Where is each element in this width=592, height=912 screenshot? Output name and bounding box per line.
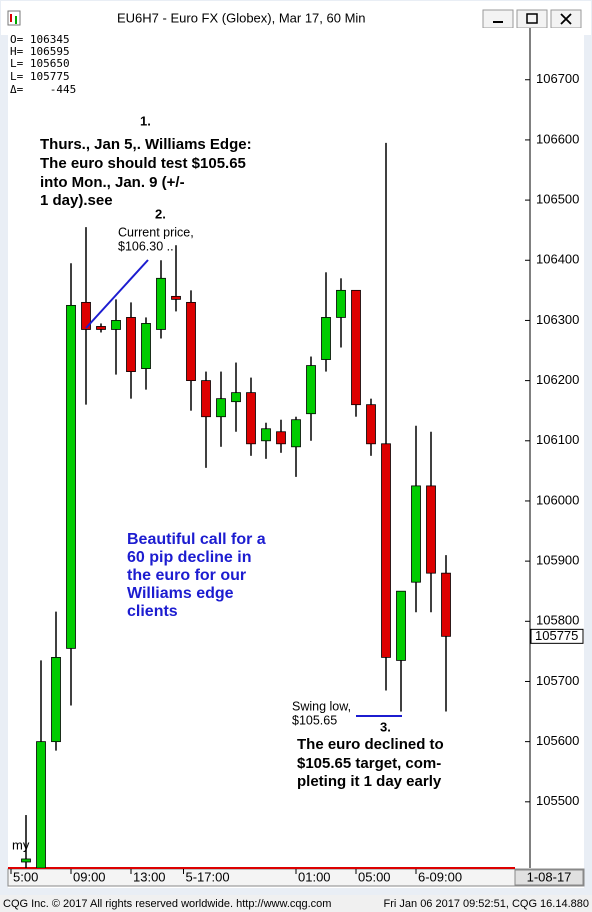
annotation: into Mon., Jan. 9 (+/-	[40, 174, 185, 191]
window-title: EU6H7 - Euro FX (Globex), Mar 17, 60 Min	[117, 10, 366, 25]
last-price-label: 105775	[535, 628, 578, 643]
candles	[21, 142, 451, 868]
annotation: Williams edge	[127, 585, 234, 602]
close-icon	[560, 13, 572, 25]
x-tick-label: 5-17:00	[186, 869, 230, 884]
candle-body	[186, 301, 196, 382]
candle-body	[246, 392, 256, 445]
side-label: my	[12, 837, 30, 852]
y-tick-label: 106300	[536, 312, 579, 327]
annotation: 60 pip decline in	[127, 549, 251, 566]
candle-body	[111, 320, 121, 330]
annotation-number: 2.	[155, 206, 166, 221]
candle-body	[96, 326, 106, 330]
y-tick-label: 106500	[536, 192, 579, 207]
annotation: the euro for our	[127, 567, 246, 584]
candle-body	[201, 380, 211, 418]
annotation: The euro declined to	[297, 736, 444, 753]
readout-line: Δ= -445	[10, 83, 76, 96]
readout-line: O= 106345	[10, 33, 70, 46]
annotation: 1 day).see	[40, 192, 113, 209]
annotation: $106.30 ..	[118, 239, 174, 253]
candle-body	[366, 404, 376, 445]
candle-body	[231, 392, 241, 403]
date-box	[514, 869, 584, 886]
candle-body	[351, 289, 361, 406]
candle-body	[81, 301, 91, 330]
maximize-button[interactable]	[516, 9, 548, 29]
y-tick-label: 106200	[536, 372, 579, 387]
candle-body	[291, 419, 301, 448]
minimize-button[interactable]	[482, 9, 514, 29]
candle-body	[381, 443, 391, 658]
annotation: Thurs., Jan 5,. Williams Edge:	[40, 136, 252, 153]
candle-body	[156, 277, 166, 330]
candle-body	[66, 304, 76, 649]
candle-body	[426, 485, 436, 574]
y-tick-label: 105600	[536, 733, 579, 748]
readout-line: L= 105650	[10, 57, 70, 70]
candle-body	[51, 656, 61, 743]
y-tick-label: 106700	[536, 71, 579, 86]
candle-body	[261, 428, 271, 442]
status-right: Fri Jan 06 2017 09:52:51, CQG 16.14.880	[384, 898, 589, 910]
annotation: The euro should test $105.65	[40, 155, 246, 172]
x-tick-label: 5:00	[13, 869, 38, 884]
candle-body	[396, 590, 406, 661]
y-tick-label: 105800	[536, 613, 579, 628]
y-tick-label: 106600	[536, 131, 579, 146]
y-tick-label: 105500	[536, 793, 579, 808]
x-tick-label: 01:00	[298, 869, 331, 884]
y-tick-label: 106000	[536, 492, 579, 507]
candle-body	[36, 741, 46, 868]
annotation: clients	[127, 603, 178, 620]
x-tick-label: 05:00	[358, 869, 391, 884]
annotation: Beautiful call for a	[127, 531, 266, 548]
candle-body	[21, 858, 31, 863]
annotation: pleting it 1 day early	[297, 773, 442, 790]
candle-body	[411, 485, 421, 583]
readout: O= 106345 H= 106595 L= 105650 L= 105775 …	[10, 33, 76, 96]
readout-line: H= 106595	[10, 45, 70, 58]
y-tick-label: 105900	[536, 553, 579, 568]
x-tick-label: 09:00	[73, 869, 106, 884]
annotation: Current price,	[118, 225, 194, 239]
candle-body	[276, 431, 286, 445]
pointer-line	[85, 259, 149, 329]
app-icon	[7, 10, 21, 26]
readout-line: L= 105775	[10, 70, 70, 83]
candle-body	[441, 572, 451, 637]
annotation-number: 3.	[380, 719, 391, 734]
y-tick-label: 105700	[536, 673, 579, 688]
status-bar	[0, 895, 592, 912]
annotation: Swing low,	[292, 699, 351, 713]
candle-body	[171, 295, 181, 300]
y-tick-label: 106100	[536, 432, 579, 447]
last-price-box	[530, 628, 584, 644]
date-label: 1-08-17	[527, 869, 572, 884]
x-tick-label: 13:00	[133, 869, 166, 884]
maximize-icon	[526, 13, 538, 24]
candle-body	[126, 317, 136, 372]
candle-body	[321, 317, 331, 360]
candle-body	[336, 289, 346, 318]
annotation: $105.65 target, com-	[297, 755, 441, 772]
status-left: CQG Inc. © 2017 All rights reserved worl…	[3, 898, 331, 910]
candle-body	[306, 365, 316, 415]
annotation-number: 1.	[140, 113, 151, 128]
candle-body	[141, 323, 151, 369]
candle-body	[216, 398, 226, 418]
x-tick-label: 6-09:00	[418, 869, 462, 884]
y-tick-label: 106400	[536, 252, 579, 267]
annotation: $105.65	[292, 713, 337, 727]
